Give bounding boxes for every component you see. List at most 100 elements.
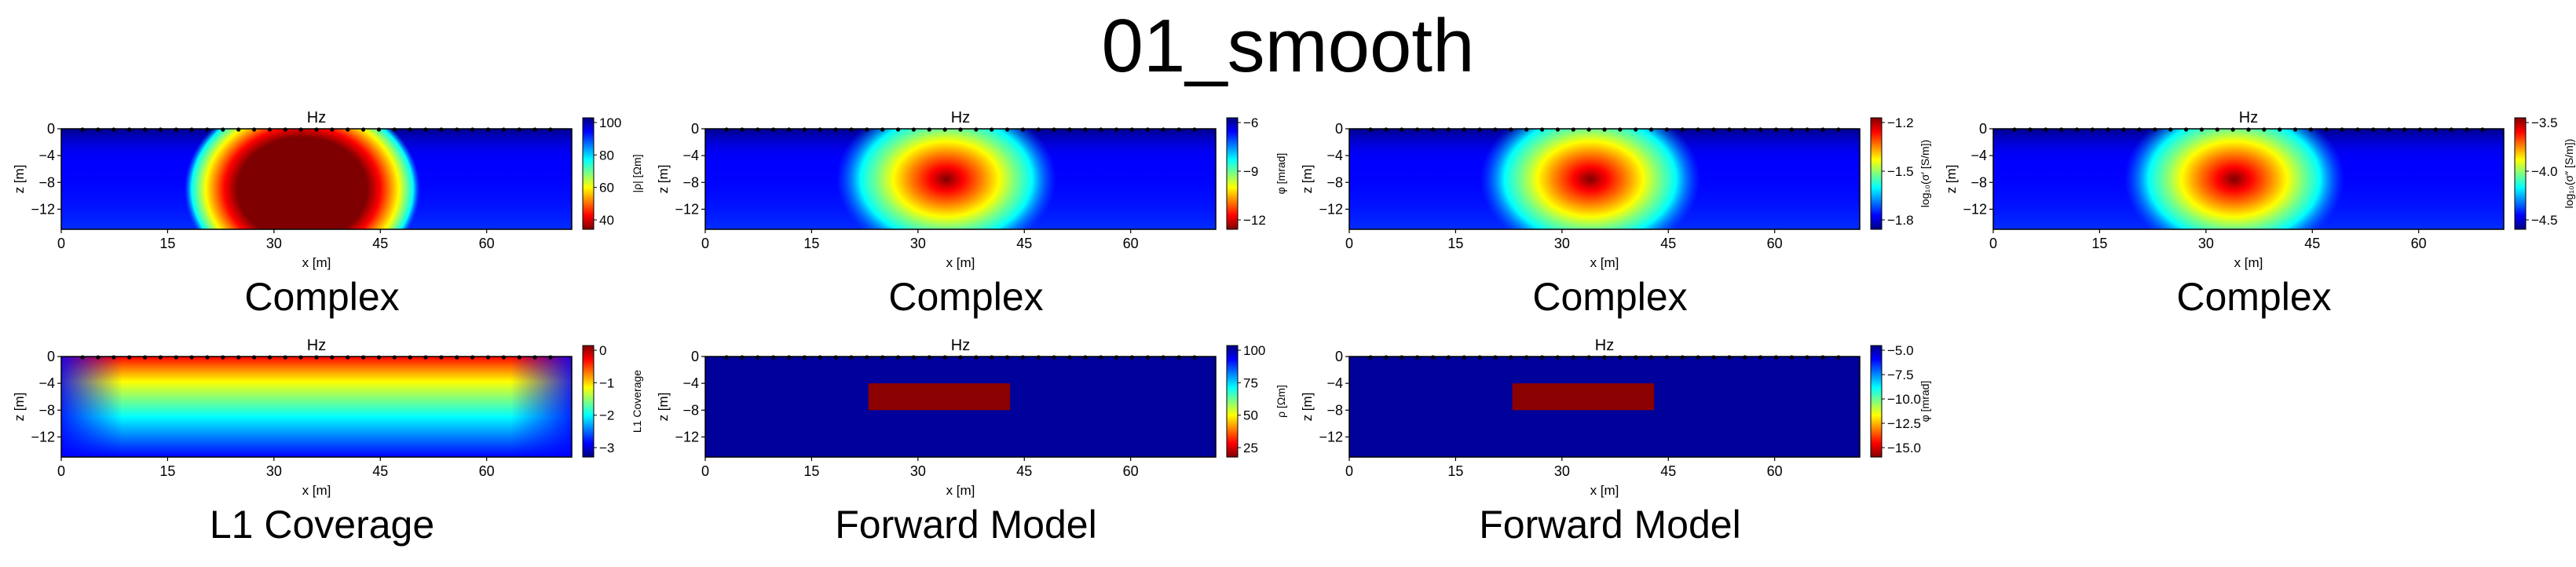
colorbar-tick-label: −15.0	[1887, 441, 1921, 455]
electrode-marker	[880, 127, 885, 132]
electrode-marker	[2246, 127, 2251, 132]
electrode-marker	[2090, 127, 2095, 132]
electrode-marker	[740, 127, 745, 132]
electrode-marker	[236, 355, 241, 360]
electrode-marker	[1680, 127, 1685, 132]
x-axis-label: x [m]	[946, 255, 975, 270]
colorbar-label: L1 Coverage	[631, 370, 643, 433]
electrode-marker	[1477, 127, 1482, 132]
y-tick-label: −4	[38, 375, 55, 391]
electrode-marker	[112, 355, 116, 360]
model-anomaly	[868, 383, 1011, 411]
electrode-marker	[2371, 127, 2376, 132]
electrode-marker	[548, 127, 553, 132]
electrode-marker	[1539, 355, 1545, 360]
electrode-marker	[1618, 127, 1623, 132]
plot-title: Hz	[951, 109, 970, 126]
x-tick-label: 15	[803, 236, 819, 251]
electrode-marker	[96, 355, 101, 360]
y-axis-label: z [m]	[656, 393, 671, 422]
y-tick-label: 0	[47, 121, 55, 137]
electrode-marker	[786, 355, 792, 360]
electrode-marker	[880, 355, 885, 360]
electrode-marker	[802, 127, 807, 132]
colorbar-label: ρ [Ωm]	[1275, 385, 1287, 418]
y-tick-label: −8	[1326, 174, 1343, 190]
x-tick-label: 60	[479, 463, 495, 479]
x-tick-label: 60	[479, 236, 495, 251]
x-tick-label: 45	[372, 463, 388, 479]
x-tick-label: 0	[701, 236, 709, 251]
electrode-marker	[221, 127, 225, 132]
electrode-marker	[1758, 355, 1763, 360]
electrode-marker	[1664, 127, 1670, 132]
electrode-marker	[517, 127, 521, 132]
electrode-marker	[2308, 127, 2314, 132]
colorbar-tick-label: −9	[1243, 164, 1258, 179]
electrode-marker	[251, 355, 257, 360]
y-tick-label: 0	[691, 349, 699, 364]
y-tick-label: −8	[1326, 402, 1343, 418]
panel-4-imag-conductivity: Hz 0 15 30 45 60 x [m] 0 −4 −8 −12 z [m] −3.5 −4.0 −4.…	[1944, 109, 2575, 322]
electrode-marker	[158, 355, 163, 360]
electrode-marker	[1696, 355, 1700, 360]
panel-6-forward-rho: Hz 0 15 30 45 60 x [m] 0 −4 −8 −12 z [m] 100 75 50 25 ρ …	[656, 337, 1287, 550]
plot-area	[61, 129, 572, 229]
colorbar	[2514, 117, 2527, 230]
x-tick-label: 0	[1345, 463, 1353, 479]
electrode-marker	[1539, 127, 1545, 132]
y-tick-label: −8	[1970, 174, 1987, 190]
y-tick-label: −4	[1970, 148, 1987, 163]
colorbar-tick-label: −5.0	[1887, 343, 1914, 358]
panel-7-forward-phase: Hz 0 15 30 45 60 x [m] 0 −4 −8 −12 z [m] −5.0 −7.5 −10…	[1300, 337, 1931, 550]
electrode-marker	[942, 355, 947, 360]
colorbar-tick-label: −4.0	[2531, 164, 2558, 179]
electrode-marker	[974, 127, 979, 132]
electrode-marker	[2480, 127, 2485, 132]
plot-frame	[704, 356, 1217, 458]
electrode-marker	[1571, 355, 1575, 360]
colorbar-tick-label: 50	[1243, 408, 1258, 423]
panel-subtitle: L1 Coverage	[209, 503, 435, 547]
y-tick-label: −12	[1319, 429, 1343, 444]
electrode-marker	[1036, 127, 1041, 132]
electrode-marker	[1430, 127, 1436, 132]
colorbar-tick-label: −1.8	[1887, 213, 1914, 228]
colorbar	[1870, 345, 1883, 458]
electrode-marker	[740, 355, 745, 360]
electrode-marker	[958, 355, 963, 360]
electrode-marker	[1004, 355, 1010, 360]
electrode-marker	[833, 127, 838, 132]
electrode-marker	[392, 127, 397, 132]
plot-area	[1993, 129, 2504, 229]
x-tick-label: 30	[1554, 463, 1570, 479]
plot-title: Hz	[951, 337, 970, 354]
electrode-marker	[1773, 127, 1779, 132]
electrode-marker	[189, 127, 194, 132]
x-tick-label: 45	[2304, 236, 2320, 251]
x-tick-label: 30	[910, 236, 926, 251]
colorbar-tick-label: 100	[1243, 343, 1265, 358]
electrode-marker	[283, 127, 287, 132]
electrode-marker	[2433, 127, 2438, 132]
panel-2-phase: Hz 0 15 30 45 60 x [m] 0 −4 −8 −12 z [m] −6 −9 −12 φ [m…	[656, 109, 1287, 322]
electrode-marker	[865, 127, 869, 132]
electrode-marker	[1789, 127, 1794, 132]
y-tick-label: −12	[31, 201, 55, 217]
electrode-marker	[2262, 127, 2267, 132]
x-tick-label: 30	[266, 236, 282, 251]
plot-title: Hz	[307, 109, 326, 126]
electrode-marker	[756, 355, 760, 360]
electrode-marker	[1524, 127, 1529, 132]
electrode-marker	[911, 127, 917, 132]
electrode-marker	[1820, 355, 1825, 360]
y-tick-label: −4	[38, 148, 55, 163]
electrode-marker	[1083, 127, 1088, 132]
electrode-marker	[1773, 355, 1779, 360]
panel-subtitle: Complex	[244, 275, 400, 319]
electrode-marker	[849, 127, 854, 132]
electrode-marker	[2153, 127, 2157, 132]
x-tick-label: 60	[1767, 236, 1783, 251]
colorbar-tick-label: −3	[599, 441, 614, 455]
y-tick-label: 0	[1335, 121, 1343, 137]
